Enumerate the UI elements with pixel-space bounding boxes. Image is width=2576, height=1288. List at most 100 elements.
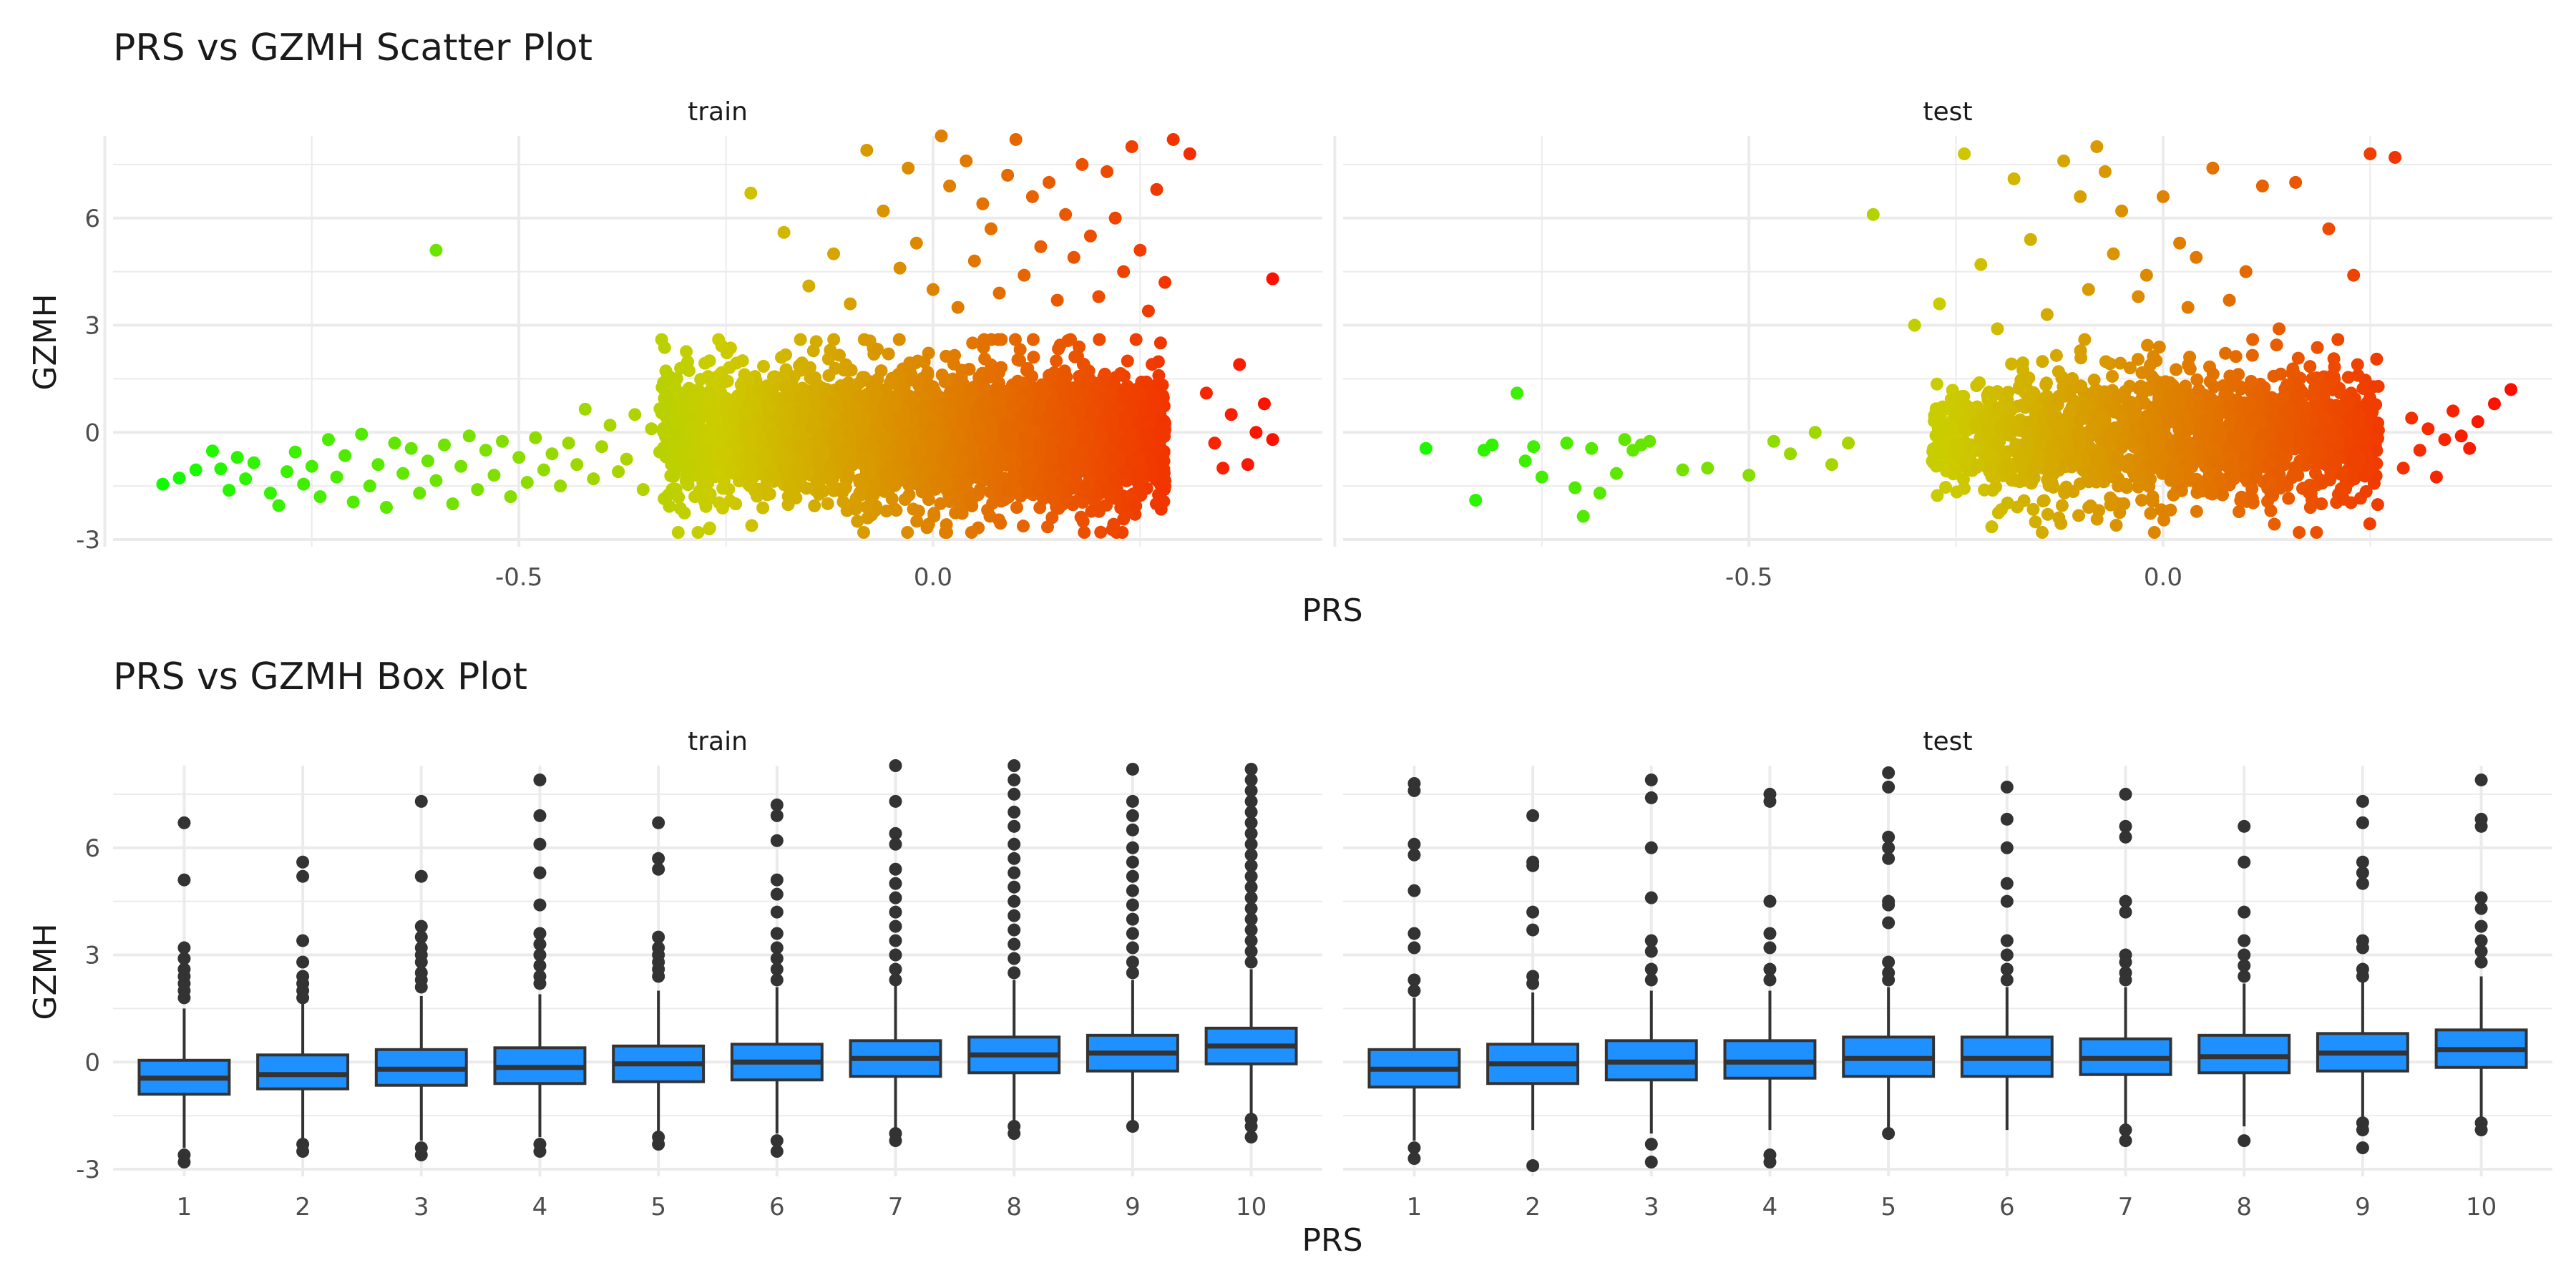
scatter-point	[1148, 401, 1161, 415]
scatter-point	[661, 369, 675, 383]
scatter-point	[214, 462, 228, 476]
scatter-point	[982, 370, 996, 384]
scatter-point	[230, 451, 244, 464]
scatter-point	[736, 388, 749, 401]
scatter-point	[867, 441, 880, 455]
scatter-point	[2084, 387, 2098, 401]
scatter-point	[1132, 482, 1146, 495]
scatter-point	[1124, 429, 1138, 442]
scatter-point	[2216, 488, 2230, 502]
scatter-point	[446, 497, 459, 511]
scatter-point	[1150, 182, 1163, 196]
scatter-point	[1973, 376, 1986, 389]
scatter-point	[429, 474, 443, 487]
scatter-point	[926, 283, 940, 296]
scatter-point	[2173, 236, 2187, 250]
scatter-point	[766, 429, 780, 443]
scatter-point	[1093, 333, 1106, 346]
scatter-point	[926, 417, 940, 431]
scatter-point	[1045, 450, 1058, 464]
scatter-point	[2190, 373, 2204, 386]
scatter-point	[995, 384, 1008, 397]
scatter-point	[288, 445, 302, 459]
scatter-point	[744, 186, 758, 200]
scatter-point	[1070, 392, 1084, 406]
scatter-point	[2305, 389, 2318, 402]
scatter-point	[2149, 461, 2162, 474]
scatter-point	[688, 420, 702, 434]
scatter-point	[620, 452, 633, 466]
scatter-point	[752, 384, 766, 398]
scatter-point	[2270, 338, 2283, 352]
scatter-point	[379, 501, 393, 514]
scatter-point	[2265, 391, 2278, 404]
scatter-point	[664, 469, 678, 482]
scatter-point	[897, 406, 911, 420]
scatter-point	[2200, 416, 2213, 429]
scatter-point	[2098, 385, 2112, 399]
scatter-point	[1138, 416, 1151, 430]
scatter-point	[1970, 416, 1984, 429]
scatter-point	[992, 286, 1006, 300]
scatter-point	[1146, 391, 1160, 404]
scatter-point	[562, 436, 575, 450]
scatter-point	[808, 499, 821, 512]
scatter-point	[1585, 441, 1599, 455]
scatter-point	[888, 479, 902, 492]
scatter-point	[2245, 492, 2259, 505]
scatter-point	[1078, 526, 1091, 540]
scatter-point	[1978, 483, 1991, 497]
scatter-point	[882, 416, 895, 429]
scatter-point	[1991, 322, 2004, 336]
scatter-point	[1933, 297, 1946, 311]
scatter-point	[1098, 367, 1112, 381]
scatter-point	[1742, 469, 1756, 482]
scatter-point	[1059, 438, 1073, 452]
scatter-point	[512, 451, 526, 464]
scatter-point	[856, 390, 869, 404]
scatter-point	[2064, 374, 2077, 388]
scatter-point	[1593, 487, 1606, 500]
scatter-point	[816, 484, 830, 498]
scatter-point	[2016, 356, 2029, 370]
scatter-point	[247, 456, 260, 469]
scatter-point	[2346, 452, 2360, 465]
scatter-point	[2106, 403, 2119, 416]
scatter-point	[857, 526, 870, 540]
scatter-point	[777, 225, 791, 239]
scatter-point	[940, 518, 953, 532]
scatter-point	[693, 484, 706, 498]
scatter-point	[809, 371, 822, 384]
scatter-point	[305, 459, 318, 473]
scatter-point	[653, 445, 666, 459]
scatter-point	[2182, 423, 2195, 436]
scatter-point	[321, 433, 335, 447]
scatter-point	[2370, 352, 2384, 366]
scatter-point	[904, 475, 917, 489]
scatter-point	[2004, 414, 2018, 428]
scatter-point	[920, 482, 934, 495]
scatter-point	[471, 483, 484, 497]
scatter-point	[846, 457, 859, 471]
scatter-point	[730, 356, 743, 370]
scatter-point	[1943, 421, 1957, 435]
scatter-point	[2007, 172, 2021, 185]
scatter-point	[871, 343, 884, 356]
scatter-point	[897, 416, 911, 429]
scatter-point	[2243, 398, 2257, 411]
scatter-point	[1059, 208, 1073, 221]
scatter-point	[1208, 436, 1221, 450]
scatter-point	[2149, 436, 2162, 450]
scatter-point	[239, 472, 253, 486]
scatter-point	[1076, 514, 1090, 528]
scatter-point	[1050, 411, 1064, 424]
scatter-point	[2011, 500, 2024, 514]
scatter-point	[612, 465, 625, 479]
scatter-point	[2183, 439, 2197, 452]
scatter-point	[1233, 358, 1246, 371]
scatter-point	[2293, 430, 2306, 444]
scatter-point	[1083, 229, 1097, 243]
scatter-point	[2115, 432, 2129, 446]
scatter-point	[745, 519, 758, 532]
scatter-point	[2022, 371, 2036, 385]
